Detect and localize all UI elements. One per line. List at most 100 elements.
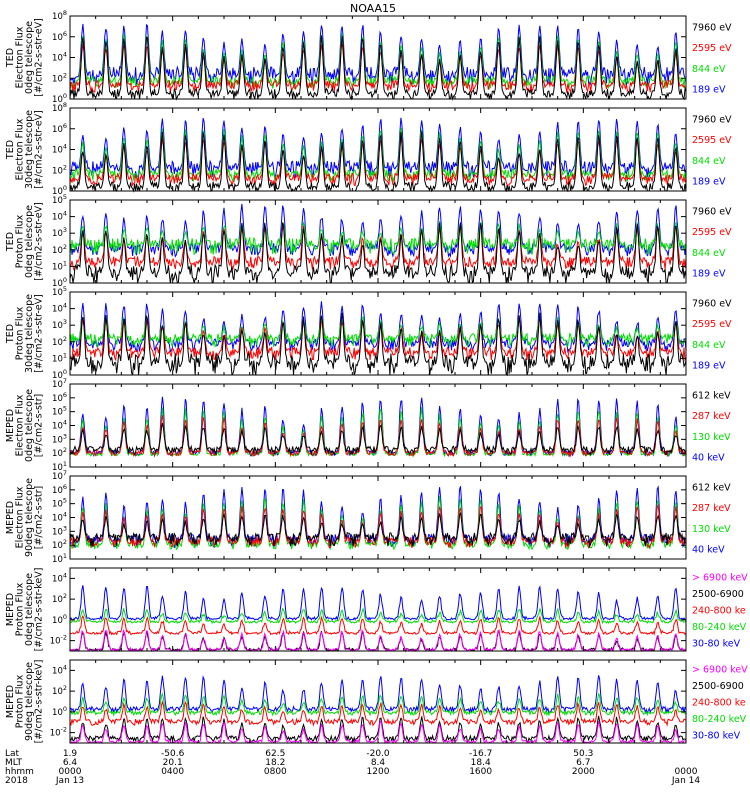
y-axis-label-line: 90deg telescope	[24, 662, 35, 741]
legend-entry: 30-80 keV	[692, 639, 741, 650]
x-tick-label-mlt: 18.2	[265, 758, 285, 768]
y-axis-label-line: TED	[5, 232, 16, 252]
series-trace	[69, 312, 687, 377]
y-tick-label: 10-2	[50, 726, 67, 739]
y-tick-label: 101	[52, 552, 67, 565]
x-tick-label-hhmm: 2000	[572, 767, 595, 777]
y-axis-label-line: Electron Flux	[15, 394, 26, 456]
y-tick-label: 100	[52, 613, 67, 626]
legend-entry: 287 keV	[692, 503, 731, 514]
x-tick-label-hhmm: 0000	[675, 767, 698, 777]
legend-entry: 844 eV	[692, 340, 726, 351]
legend-entry: 844 eV	[692, 64, 726, 75]
x-row-label: 2018	[5, 776, 28, 786]
plot-title: NOAA15	[350, 2, 396, 15]
x-tick-label-hhmm: 0000	[59, 767, 82, 777]
series-trace	[69, 700, 687, 727]
legend-entry: 130 keV	[692, 432, 731, 443]
series-trace	[69, 222, 687, 284]
y-tick-label: 104	[52, 419, 67, 432]
y-tick-label: 102	[52, 592, 67, 605]
y-tick-label: 106	[52, 30, 67, 43]
y-axis-label-line: Proton Flux	[15, 306, 26, 360]
series-trace	[69, 317, 687, 362]
x-tick-label-mlt: 6.4	[63, 758, 78, 768]
series-trace	[69, 614, 687, 636]
y-axis-label-line: [#/cm2-s-str-eV]	[34, 294, 45, 373]
y-axis-label-line: Electron Flux	[15, 26, 26, 88]
y-axis-label-line: [#/cm2-s-str]	[34, 486, 45, 549]
y-tick-label: 102	[52, 446, 67, 459]
y-tick-label: 104	[52, 51, 67, 64]
y-tick-label: 104	[52, 210, 67, 223]
x-tick-label-mlt: 18.4	[471, 758, 491, 768]
y-tick-label: 103	[52, 318, 67, 331]
series-trace	[69, 415, 687, 458]
y-axis-label-line: [#/cm2-s-str]	[34, 394, 45, 457]
series-trace	[69, 675, 687, 715]
legend-entry: 7960 eV	[692, 298, 732, 309]
y-axis-label-line: TED	[5, 324, 16, 344]
y-tick-label: 101	[52, 259, 67, 272]
series-trace	[69, 512, 687, 549]
legend-entry: 30-80 keV	[692, 731, 741, 742]
y-tick-label: 102	[52, 163, 67, 176]
x-row-label: Lat	[5, 749, 20, 759]
y-tick-label: 104	[52, 302, 67, 315]
series-trace	[70, 225, 687, 271]
x-row-label: hhmm	[5, 767, 34, 777]
y-tick-label: 103	[52, 524, 67, 537]
legend-entry: 7960 eV	[692, 22, 732, 33]
legend-entry: 80-240 keV	[692, 622, 747, 633]
y-axis-label-line: 30deg telescope	[24, 294, 35, 373]
y-axis-label-line: Proton Flux	[15, 582, 26, 636]
legend-entry: 2595 eV	[692, 319, 732, 330]
y-tick-label: 104	[52, 663, 67, 676]
y-tick-label: 104	[52, 143, 67, 156]
y-tick-label: 105	[52, 405, 67, 418]
y-axis-label-line: 0deg telescope	[24, 573, 35, 646]
x-tick-label-mlt: 6.7	[576, 758, 590, 768]
y-tick-label: 104	[52, 571, 67, 584]
y-tick-label: 100	[52, 705, 67, 718]
legend-entry: 7960 eV	[692, 206, 732, 217]
legend-entry: > 6900 keV	[692, 664, 748, 675]
legend-entry: 612 keV	[692, 390, 731, 401]
y-axis-label-line: MEPED	[5, 593, 16, 626]
y-axis-label-line: MEPED	[5, 685, 16, 718]
y-axis-label-line: Proton Flux	[15, 674, 26, 728]
legend-entry: 240-800 ke	[692, 698, 746, 709]
y-axis-label-line: TED	[5, 48, 16, 68]
legend-entry: 189 eV	[692, 177, 726, 188]
x-tick-label-hhmm: 1200	[367, 767, 390, 777]
y-tick-label: 106	[52, 391, 67, 404]
series-trace	[69, 422, 687, 457]
legend-entry: 7960 eV	[692, 114, 732, 125]
legend-entry: 40 keV	[692, 545, 725, 556]
x-tick-label-lat: 62.5	[265, 749, 285, 759]
legend-entry: 2595 eV	[692, 135, 732, 146]
y-axis-label-line: 0deg telescope	[24, 389, 35, 462]
legend-entry: 40 keV	[692, 453, 725, 464]
y-axis-label-line: MEPED	[5, 409, 16, 442]
y-axis-label-line: TED	[5, 140, 16, 160]
legend-entry: > 6900 keV	[692, 572, 748, 583]
series-trace	[69, 316, 687, 348]
x-tick-label-mlt: 20.1	[163, 758, 183, 768]
legend-entry: 189 eV	[692, 361, 726, 372]
y-axis-label-line: Electron Flux	[15, 118, 26, 180]
y-axis-label-line: [#/cm2-s-str-eV]	[34, 202, 45, 281]
series-trace	[69, 585, 687, 622]
y-tick-label: 102	[52, 684, 67, 697]
y-axis-label-line: 30deg telescope	[24, 110, 35, 189]
legend-entry: 189 eV	[692, 269, 726, 280]
x-tick-label-hhmm: 0800	[264, 767, 287, 777]
legend-entry: 2500-6900	[692, 681, 744, 692]
legend-entry: 844 eV	[692, 156, 726, 167]
